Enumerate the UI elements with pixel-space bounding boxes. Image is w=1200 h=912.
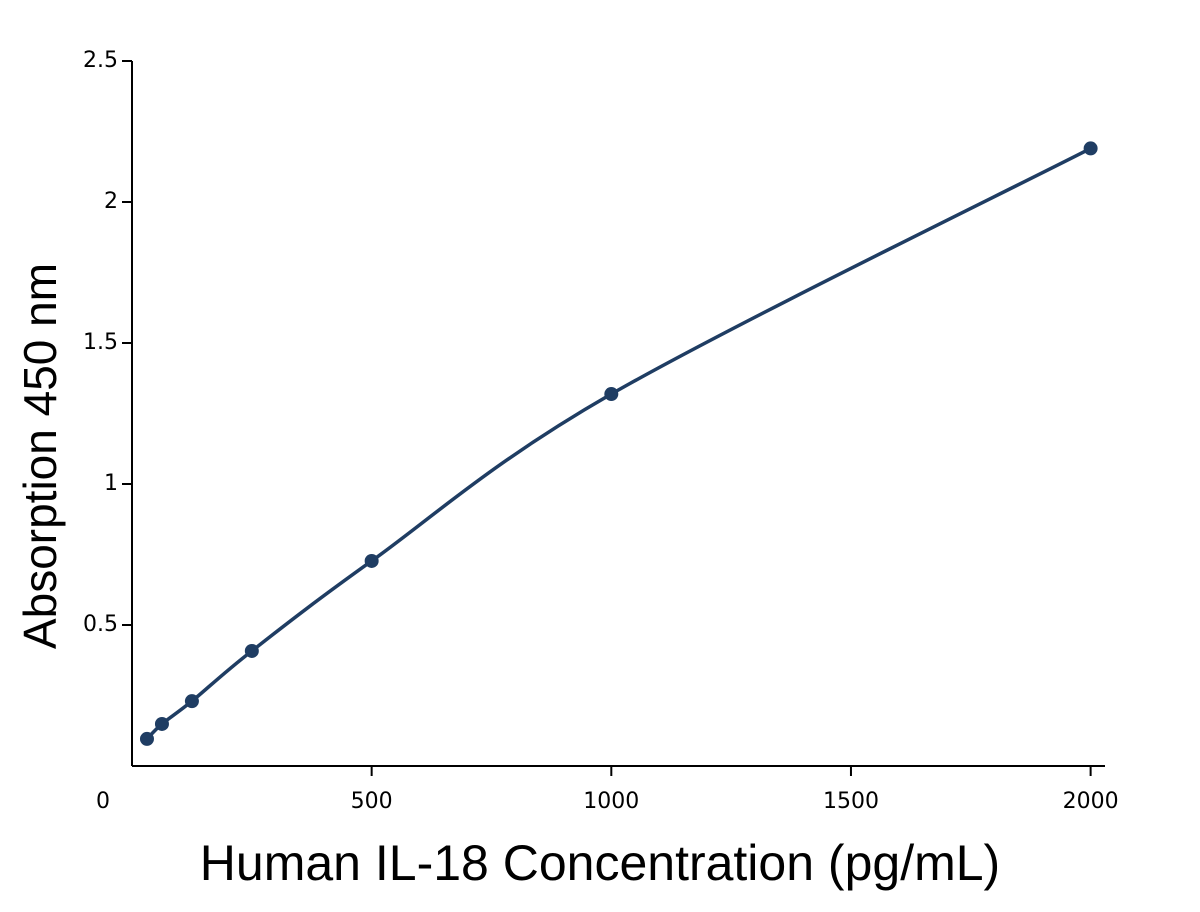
y-tick-label: 1.5: [83, 330, 118, 355]
data-point: [604, 387, 619, 402]
x-tick-label: 500: [351, 789, 393, 814]
data-point: [184, 694, 199, 709]
y-tick-label: 2.5: [83, 48, 118, 73]
data-point: [154, 716, 169, 731]
data-point: [1083, 141, 1098, 156]
curve: [145, 146, 1092, 741]
x-tick-label: 0: [96, 789, 110, 814]
x-tick-label: 1000: [583, 789, 639, 814]
data-point: [364, 553, 379, 568]
x-tick-label: 1500: [823, 789, 879, 814]
data-point: [244, 643, 259, 658]
y-tick-label: 0.5: [83, 612, 118, 637]
x-axis-title: Human IL-18 Concentration (pg/mL): [200, 835, 1000, 891]
data-point: [139, 731, 154, 746]
y-tick-label: 2: [104, 189, 118, 214]
y-axis-title: Absorption 450 nm: [14, 263, 66, 649]
x-tick-label: 2000: [1063, 789, 1119, 814]
y-tick-label: 1: [104, 471, 118, 496]
